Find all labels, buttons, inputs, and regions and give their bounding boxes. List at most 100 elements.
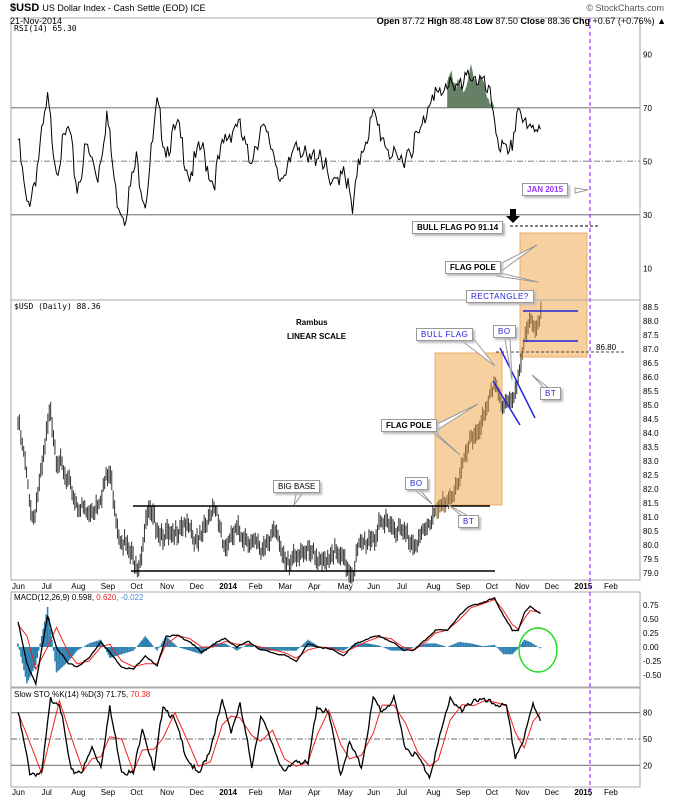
x-axis-label: Aug — [426, 582, 440, 591]
bt-callout-top: BT — [540, 387, 562, 400]
macd-highlight-circle — [518, 627, 558, 673]
price-tick-label: 83.5 — [643, 443, 659, 452]
sto-d-value: 70.38 — [130, 690, 151, 699]
x-axis-label: Nov — [515, 788, 529, 797]
change-label: Chg — [572, 16, 591, 26]
bt-callout: BT — [458, 515, 480, 528]
x-axis-label: Mar — [278, 582, 292, 591]
macd-tick-label: 0.00 — [643, 643, 659, 652]
bo-callout: BO — [405, 477, 428, 490]
flag-pole-box-1 — [434, 352, 503, 506]
x-axis-label: Feb — [604, 582, 618, 591]
panel-frame-2 — [10, 591, 641, 688]
price-tick-label: 84.5 — [643, 415, 659, 424]
price-tick-label: 85.5 — [643, 387, 659, 396]
bull-flag-callout: BULL FLAG — [416, 328, 474, 341]
macd-tick-label: -0.50 — [643, 671, 662, 680]
x-axis-label: 2015 — [574, 788, 592, 797]
price-tick-label: 81.0 — [643, 513, 659, 522]
macd-tick-label: -0.25 — [643, 657, 662, 666]
rsi-tick-label: 90 — [643, 50, 652, 59]
x-axis-label: Aug — [426, 788, 440, 797]
callout-pointers — [293, 187, 589, 517]
macd-tick-label: 0.75 — [643, 601, 659, 610]
rsi-tick-label: 50 — [643, 157, 652, 166]
open-value: 87.72 — [402, 16, 425, 26]
x-axis-label: Apr — [308, 582, 321, 591]
macd-signal-line — [17, 598, 541, 671]
high-value: 88.48 — [449, 16, 473, 26]
price-tick-label: 87.5 — [643, 331, 659, 340]
rambus-label: Rambus — [296, 318, 328, 327]
price-tick-label: 88.0 — [643, 317, 659, 326]
price-tick-label: 79.0 — [643, 569, 659, 578]
rsi-tick-label: 10 — [643, 264, 652, 273]
price-tick-label: 84.0 — [643, 429, 659, 438]
rsi-line — [17, 69, 541, 226]
x-axis-label: 2015 — [574, 582, 592, 591]
macd-value: MACD(12,26,9) 0.598, — [14, 593, 95, 602]
x-axis-label: Oct — [486, 788, 499, 797]
close-label: Close — [520, 16, 545, 26]
price-tick-label: 82.5 — [643, 471, 659, 480]
x-axis-label: Jun — [367, 582, 380, 591]
low-value: 87.50 — [495, 16, 518, 26]
x-axis-label: Jun — [367, 788, 380, 797]
high-label: High — [427, 16, 448, 26]
bull-flag-upper-line — [499, 347, 536, 419]
sto-tick-label: 80 — [643, 709, 652, 718]
x-axis-label: Sep — [456, 582, 471, 591]
ohlc-readout: Open 87.72 High 88.48 Low 87.50 Close 88… — [377, 16, 666, 26]
price-tick-label: 83.0 — [643, 457, 659, 466]
x-axis-label: Feb — [249, 582, 263, 591]
panel-frame-1 — [10, 299, 641, 581]
rsi-overbought-fill — [447, 63, 495, 108]
x-axis-label: May — [338, 788, 353, 797]
price-tick-label: 81.5 — [643, 499, 659, 508]
stockcharts-logo: © StockCharts.com — [586, 3, 664, 13]
price-tick-label: 80.0 — [643, 541, 659, 550]
price-tick-label: 85.0 — [643, 401, 659, 410]
x-axis-label: Oct — [486, 582, 499, 591]
price-tick-label: 88.5 — [643, 303, 659, 312]
sto-label: Slow STO %K(14) %D(3) 71.75, 70.38 — [14, 690, 150, 699]
panel-frame-3 — [10, 687, 641, 788]
jan-2015-callout: JAN 2015 — [522, 183, 569, 196]
instrument-name: US Dollar Index - Cash Settle (EOD) ICE — [42, 3, 206, 13]
x-axis-label: Nov — [160, 582, 174, 591]
x-axis-label: Nov — [515, 582, 529, 591]
open-label: Open — [376, 16, 400, 26]
x-axis-label: Aug — [71, 582, 85, 591]
x-axis-label: Jun — [12, 582, 25, 591]
x-axis-label: Jun — [12, 788, 25, 797]
x-axis-label: Sep — [101, 582, 116, 591]
x-axis-label: Feb — [249, 788, 263, 797]
x-axis-label: Jul — [397, 788, 407, 797]
x-axis-label: Apr — [308, 788, 321, 797]
price-tick-label: 79.5 — [643, 555, 659, 564]
x-axis-label: Oct — [130, 788, 143, 797]
x-axis-label: Dec — [545, 582, 559, 591]
sto-d-line — [17, 698, 541, 775]
macd-signal-value: 0.620, — [96, 593, 119, 602]
x-axis-label: Mar — [278, 788, 292, 797]
macd-tick-label: 0.25 — [643, 629, 659, 638]
x-axis-label: Sep — [456, 788, 471, 797]
macd-line — [17, 597, 541, 687]
x-axis-label: Aug — [71, 788, 85, 797]
x-axis-label: Jul — [397, 582, 407, 591]
down-arrow-icon — [506, 209, 520, 223]
x-axis-label: 2014 — [219, 788, 237, 797]
x-axis-label: Jul — [42, 582, 52, 591]
level-86-80-label: 86.80 — [596, 343, 617, 352]
price-label: $USD (Daily) 88.36 — [14, 302, 101, 311]
rsi-label: RSI(14) 65.30 — [14, 24, 77, 33]
big-base-callout: BIG BASE — [273, 480, 321, 493]
change-value: +0.67 (+0.76%) ▲ — [592, 16, 666, 26]
x-axis-label: Sep — [101, 788, 116, 797]
price-tick-label: 82.0 — [643, 485, 659, 494]
x-axis-label: Dec — [190, 788, 204, 797]
sto-tick-label: 20 — [643, 761, 652, 770]
x-axis-label: Feb — [604, 788, 618, 797]
rectangle-callout: RECTANGLE? — [466, 290, 534, 303]
